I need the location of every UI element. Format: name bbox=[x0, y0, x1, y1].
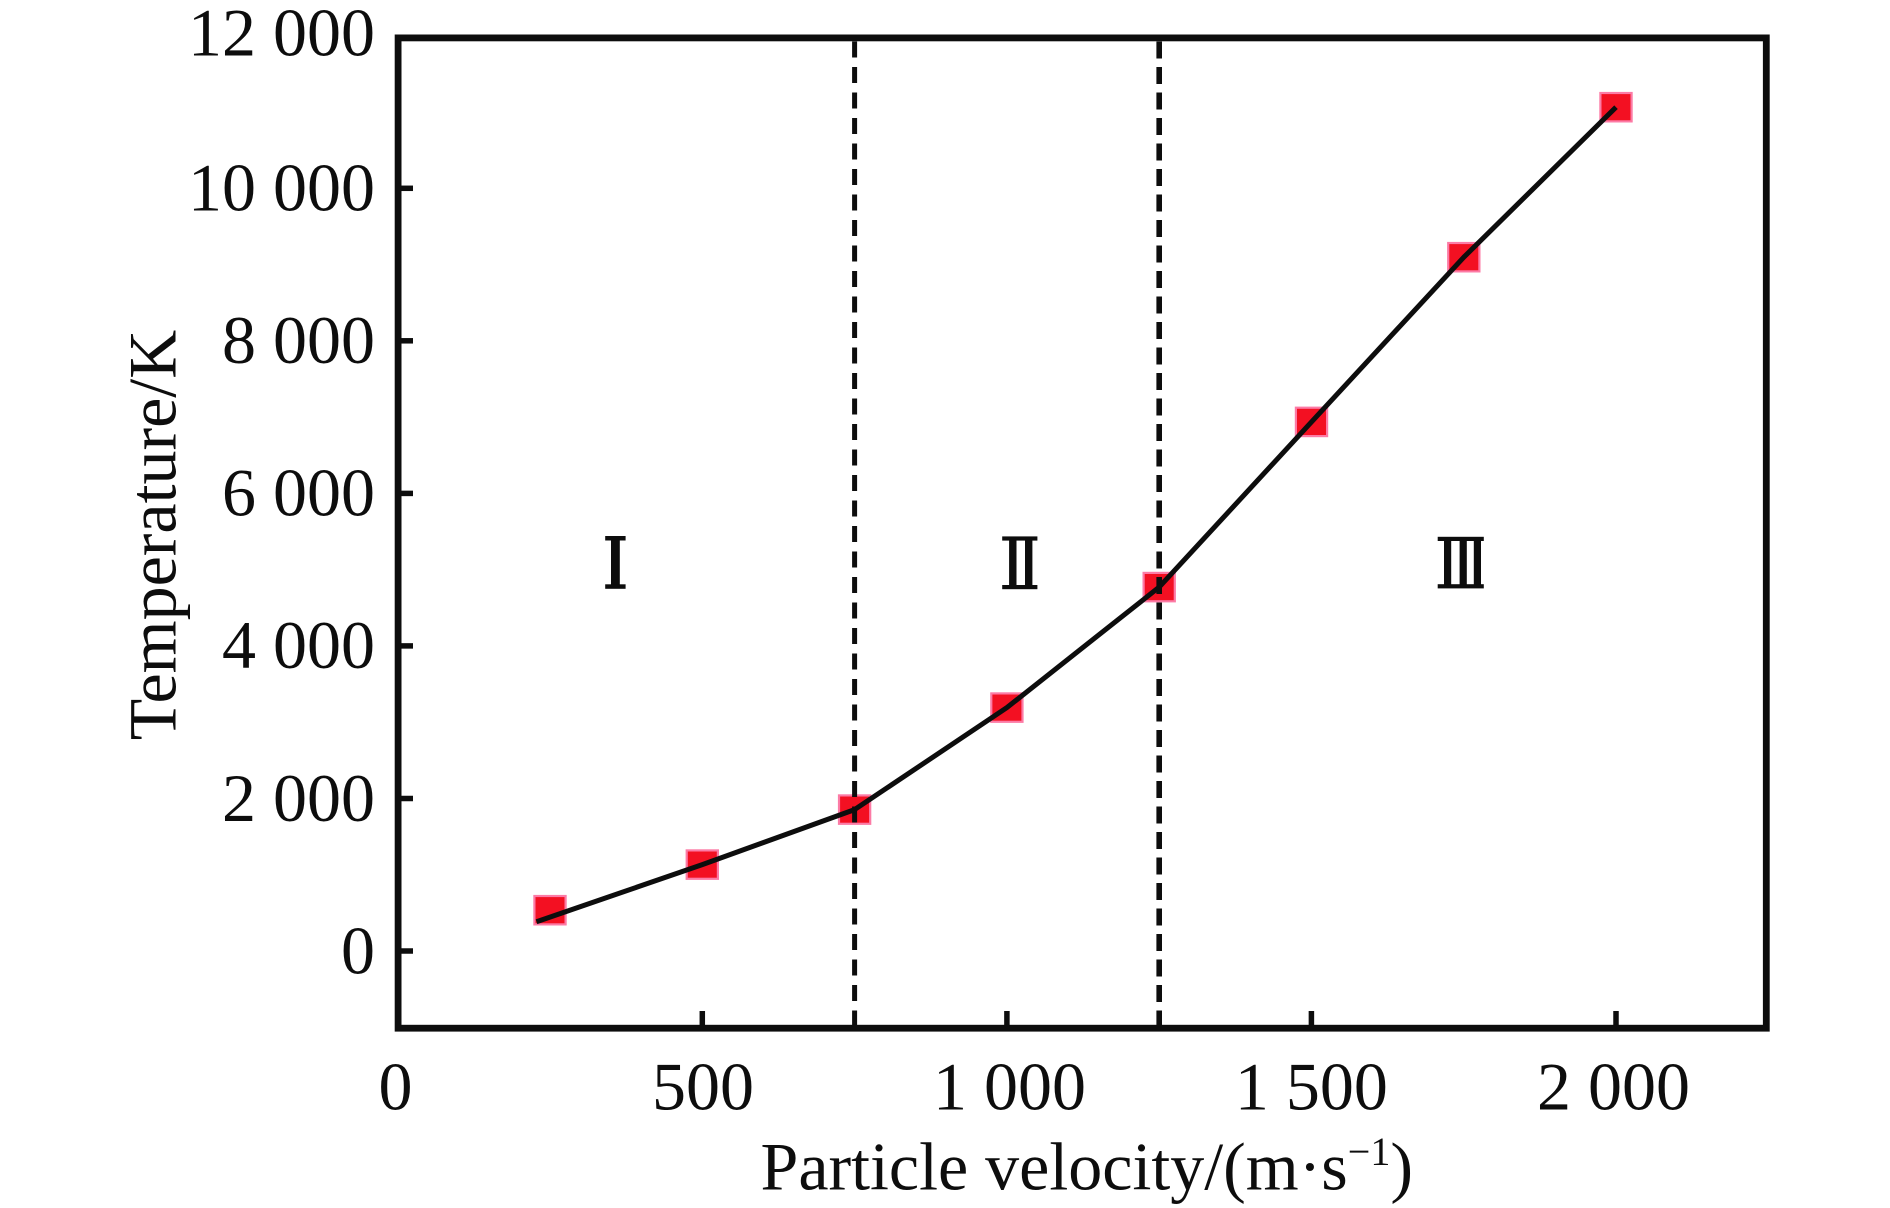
svg-text:1 000: 1 000 bbox=[933, 1049, 1086, 1125]
svg-text:6 000: 6 000 bbox=[222, 455, 375, 531]
svg-text:4 000: 4 000 bbox=[222, 607, 375, 683]
svg-text:8 000: 8 000 bbox=[222, 302, 375, 378]
svg-text:Particle velocity/(m·s−1): Particle velocity/(m·s−1) bbox=[761, 1129, 1413, 1205]
svg-text:2 000: 2 000 bbox=[222, 760, 375, 836]
svg-text:Temperature/K: Temperature/K bbox=[115, 330, 191, 741]
svg-text:500: 500 bbox=[652, 1049, 754, 1125]
svg-text:2 000: 2 000 bbox=[1537, 1049, 1690, 1125]
svg-text:10 000: 10 000 bbox=[188, 150, 375, 226]
svg-text:12 000: 12 000 bbox=[188, 0, 375, 70]
svg-text:0: 0 bbox=[379, 1049, 413, 1125]
svg-text:1 500: 1 500 bbox=[1235, 1049, 1388, 1125]
svg-text:0: 0 bbox=[341, 913, 375, 989]
